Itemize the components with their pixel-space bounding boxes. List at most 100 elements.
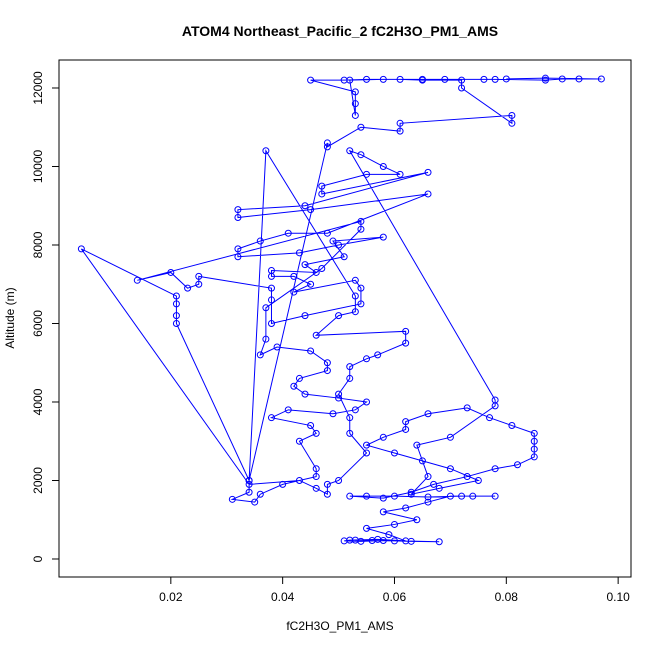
data-point	[290, 272, 298, 280]
data-point	[530, 437, 538, 445]
data-point	[357, 300, 365, 308]
data-point	[318, 182, 326, 190]
data-point	[312, 331, 320, 339]
data-point	[346, 374, 354, 382]
data-point	[172, 312, 180, 320]
y-axis-label: Altitude (m)	[3, 287, 17, 348]
data-point	[346, 147, 354, 155]
data-point	[351, 276, 359, 284]
data-point	[234, 245, 242, 253]
data-point	[441, 75, 449, 83]
data-point	[245, 488, 253, 496]
data-point	[273, 343, 281, 351]
data-point	[307, 280, 315, 288]
data-point	[301, 312, 309, 320]
data-point	[396, 127, 404, 135]
data-point	[396, 75, 404, 83]
x-tick-label: 0.10	[606, 590, 630, 604]
data-point	[480, 75, 488, 83]
data-point	[446, 492, 454, 500]
data-point	[446, 433, 454, 441]
data-point	[262, 147, 270, 155]
data-point	[357, 284, 365, 292]
data-point	[323, 143, 331, 151]
data-point	[351, 406, 359, 414]
data-point	[307, 76, 315, 84]
data-point	[256, 351, 264, 359]
data-point	[530, 453, 538, 461]
y-tick-label: 0	[31, 555, 45, 562]
data-point	[312, 429, 320, 437]
data-point	[335, 476, 343, 484]
data-point	[575, 75, 583, 83]
data-point	[402, 327, 410, 335]
data-point	[307, 347, 315, 355]
data-point	[290, 382, 298, 390]
y-tick-label: 4000	[31, 388, 45, 415]
data-point	[424, 190, 432, 198]
data-point	[335, 312, 343, 320]
data-point	[430, 480, 438, 488]
y-tick-label: 10000	[31, 149, 45, 183]
data-point	[379, 433, 387, 441]
series-line	[80, 77, 602, 543]
data-point	[295, 249, 303, 257]
data-point	[267, 414, 275, 422]
data-point	[357, 537, 365, 545]
data-point	[374, 351, 382, 359]
data-point	[508, 422, 516, 430]
data-point	[228, 495, 236, 503]
data-point	[312, 484, 320, 492]
data-point	[267, 284, 275, 292]
data-point	[374, 535, 382, 543]
data-point	[262, 304, 270, 312]
data-point	[357, 151, 365, 159]
data-point	[351, 88, 359, 96]
data-point	[267, 272, 275, 280]
y-tick-label: 6000	[31, 310, 45, 337]
x-tick-label: 0.08	[495, 590, 519, 604]
data-point	[301, 202, 309, 210]
data-point	[379, 75, 387, 83]
data-point	[396, 119, 404, 127]
data-point	[323, 139, 331, 147]
data-point	[335, 241, 343, 249]
data-point	[446, 465, 454, 473]
data-point	[284, 406, 292, 414]
data-point	[284, 229, 292, 237]
data-point	[77, 245, 85, 253]
data-point	[346, 429, 354, 437]
data-point	[541, 76, 549, 84]
data-point	[363, 355, 371, 363]
data-point	[234, 206, 242, 214]
data-point	[307, 422, 315, 430]
data-point	[251, 498, 259, 506]
data-point	[363, 449, 371, 457]
data-point	[323, 359, 331, 367]
data-point	[351, 111, 359, 119]
data-point	[307, 206, 315, 214]
data-point	[418, 457, 426, 465]
y-tick-label: 12000	[31, 71, 45, 105]
data-point	[491, 75, 499, 83]
chart-title: ATOM4 Northeast_Pacific_2 fC2H3O_PM1_AMS	[182, 23, 498, 39]
data-point	[379, 494, 387, 502]
data-point	[508, 111, 516, 119]
data-point	[172, 319, 180, 327]
data-point	[323, 229, 331, 237]
data-point	[413, 516, 421, 524]
data-point	[312, 268, 320, 276]
data-point	[413, 441, 421, 449]
data-point	[530, 445, 538, 453]
x-tick-label: 0.06	[383, 590, 407, 604]
data-point	[363, 75, 371, 83]
plot-frame	[58, 59, 632, 578]
data-point	[469, 492, 477, 500]
data-point	[167, 268, 175, 276]
data-point	[295, 476, 303, 484]
data-point	[363, 492, 371, 500]
data-point	[351, 292, 359, 300]
data-point	[329, 410, 337, 418]
data-point	[474, 476, 482, 484]
data-point	[363, 441, 371, 449]
